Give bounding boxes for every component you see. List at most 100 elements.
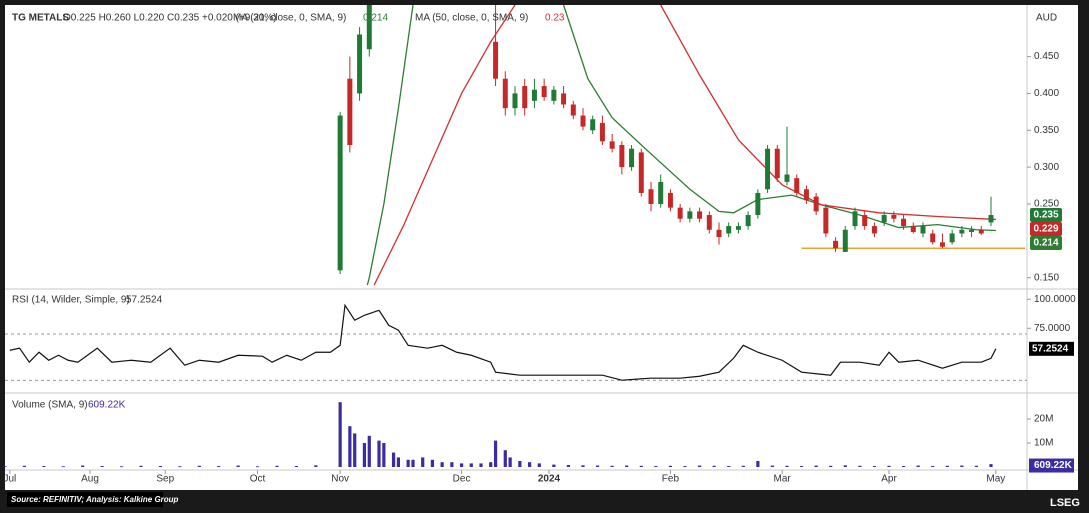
candle-body xyxy=(930,233,936,243)
candle-body xyxy=(803,189,809,201)
candle-body xyxy=(599,122,605,142)
volume-bar xyxy=(639,465,643,467)
candle-body xyxy=(959,229,965,234)
candle-body xyxy=(891,215,897,219)
volume-bar xyxy=(858,465,862,467)
y-tick-label: 0.250 xyxy=(1034,199,1059,210)
volume-bar xyxy=(916,465,920,467)
volume-bar xyxy=(421,457,425,467)
candle-body xyxy=(366,5,372,50)
candle-body xyxy=(852,211,858,227)
volume-bar xyxy=(829,465,833,467)
volume-bar xyxy=(770,465,775,467)
volume-bar xyxy=(843,465,847,467)
volume-bar xyxy=(294,466,299,467)
candle-body xyxy=(716,229,722,238)
volume-bar xyxy=(440,462,444,467)
volume-bar xyxy=(552,464,556,467)
x-tick-label: Oct xyxy=(250,474,266,485)
candle-body xyxy=(629,148,635,168)
volume-bar xyxy=(100,466,104,467)
x-tick-label: Feb xyxy=(662,474,680,485)
volume-bar xyxy=(654,466,658,467)
rsi-tag xyxy=(1029,341,1074,356)
price-tag-label: 0.235 xyxy=(1033,210,1058,221)
volume-bar xyxy=(683,466,687,467)
candle-body xyxy=(978,229,984,234)
x-tick-label: Nov xyxy=(331,474,349,485)
volume-value: 609.22K xyxy=(88,400,126,411)
volume-bar xyxy=(989,464,993,467)
volume-bar xyxy=(727,466,731,467)
candle-body xyxy=(638,152,644,193)
currency: AUD xyxy=(1036,13,1057,24)
volume-tag-label: 609.22K xyxy=(1034,460,1073,471)
x-tick-label: Aug xyxy=(81,474,99,485)
rsi-line xyxy=(9,303,997,381)
volume-bar xyxy=(348,426,352,467)
volume-bar xyxy=(668,465,673,467)
candle-body xyxy=(493,41,499,79)
candle-body xyxy=(619,145,625,168)
volume-bar xyxy=(697,465,702,467)
x-tick-label: Mar xyxy=(774,474,792,485)
legend-name: MA (50, close, 0, SMA, 9) xyxy=(415,13,528,24)
candle-body xyxy=(347,78,353,146)
price-tag xyxy=(1030,208,1062,223)
x-tick-label: Jul xyxy=(3,474,16,485)
candle-body xyxy=(823,207,829,234)
volume-bar xyxy=(931,466,935,467)
volume-bar xyxy=(974,465,979,467)
y-tick-label: 0.350 xyxy=(1034,125,1059,136)
volume-bar xyxy=(872,466,877,467)
volume-bar xyxy=(236,465,240,467)
y-tick-label: 0.150 xyxy=(1034,272,1059,283)
volume-bar xyxy=(945,465,949,467)
candle-body xyxy=(677,207,683,219)
legend-value: 0.23 xyxy=(545,13,565,24)
volume-bar xyxy=(887,465,891,467)
candle-body xyxy=(726,226,732,234)
volume-tick-label: 20M xyxy=(1034,414,1053,425)
volume-bar xyxy=(741,465,745,467)
volume-bar xyxy=(377,440,381,467)
volume-bar xyxy=(785,465,789,467)
candle-body xyxy=(531,89,537,101)
candle-body xyxy=(862,215,868,227)
volume-bar xyxy=(3,466,7,468)
x-tick-label: Sep xyxy=(156,474,174,485)
x-tick-label: Dec xyxy=(453,474,471,485)
candle-body xyxy=(648,189,654,204)
candle-body xyxy=(765,148,771,190)
volume-bar xyxy=(518,461,522,467)
y-tick-label: 0.450 xyxy=(1034,51,1059,62)
candle-body xyxy=(609,141,615,149)
volume-bar xyxy=(353,433,357,467)
y-tick-label: 0.300 xyxy=(1034,162,1059,173)
candle-body xyxy=(842,229,848,252)
volume-tick-label: 10M xyxy=(1034,438,1053,449)
volume-bar xyxy=(362,443,367,467)
volume-bar xyxy=(566,465,571,467)
volume-bar xyxy=(275,465,279,467)
candle-body xyxy=(541,86,547,98)
volume-bar xyxy=(217,466,221,467)
volume-bar xyxy=(178,466,182,468)
volume-bar xyxy=(493,440,498,467)
brand: LSEG xyxy=(1050,497,1080,509)
price-panel xyxy=(337,5,1025,286)
candle-body xyxy=(920,226,926,234)
candle-body xyxy=(687,211,693,219)
volume-bar xyxy=(901,466,906,467)
volume-bar xyxy=(712,465,716,467)
candle-body xyxy=(813,196,819,212)
price-tag xyxy=(1030,236,1062,251)
legend-value: 0.214 xyxy=(363,13,388,24)
volume-bar xyxy=(960,465,964,467)
volume-bar xyxy=(756,461,760,467)
volume-bar xyxy=(81,465,85,467)
ohlc-readout: O0.225 H0.260 L0.220 C0.235 +0.020 (+9.3… xyxy=(63,13,277,24)
x-tick-label: Apr xyxy=(881,474,897,485)
candle-body xyxy=(969,229,975,232)
